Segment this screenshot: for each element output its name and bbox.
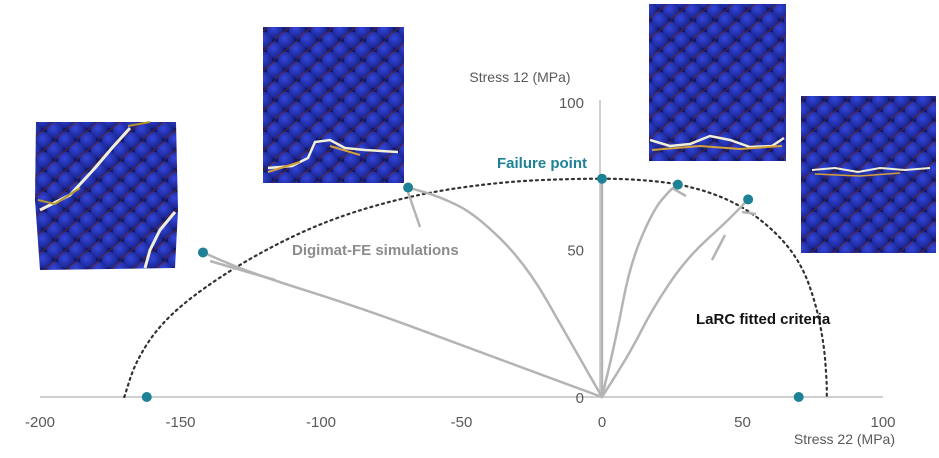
micrograph-4 xyxy=(801,96,936,253)
y-tick-label: 50 xyxy=(567,243,584,260)
failure-point-marker xyxy=(793,392,804,402)
micrograph-images xyxy=(35,4,936,270)
micrograph-2 xyxy=(263,27,404,183)
simulation-path xyxy=(600,198,750,399)
x-axis-title: Stress 22 (MPa) xyxy=(794,431,895,447)
failure-point-marker xyxy=(197,247,208,258)
annotation-leaders xyxy=(209,186,757,282)
simulation-path xyxy=(600,183,680,399)
simulations-label: Digimat-FE simulations xyxy=(292,242,459,259)
failure-point-marker xyxy=(743,194,754,205)
y-tick-labels: 0 50 100 xyxy=(559,95,584,407)
failure-point-marker xyxy=(597,173,607,184)
x-tick-label: 50 xyxy=(734,414,751,431)
x-tick-label: -50 xyxy=(451,414,473,431)
failure-point-label: Failure point xyxy=(497,155,587,172)
x-tick-label: 100 xyxy=(870,414,895,431)
y-axis-title: Stress 12 (MPa) xyxy=(469,69,570,85)
failure-point-marker xyxy=(141,392,152,402)
simulation-path xyxy=(406,186,604,399)
micrograph-1 xyxy=(35,121,178,270)
y-tick-label: 0 xyxy=(576,390,584,407)
x-tick-label: -200 xyxy=(25,414,55,431)
micrograph-3 xyxy=(649,4,786,161)
x-tick-label: -100 xyxy=(306,414,336,431)
failure-points xyxy=(141,173,804,402)
failure-point-marker xyxy=(403,182,414,193)
simulation-path xyxy=(201,251,604,399)
larc-label: LaRC fitted criteria xyxy=(696,311,831,328)
x-tick-label: -150 xyxy=(165,414,195,431)
x-tick-label: 0 xyxy=(598,414,606,431)
larc-criterion-curve xyxy=(123,177,828,399)
simulation-paths xyxy=(201,177,750,399)
x-tick-labels: -200 -150 -100 -50 0 50 100 xyxy=(25,414,896,431)
y-tick-label: 100 xyxy=(559,95,584,112)
failure-point-marker xyxy=(672,179,683,190)
